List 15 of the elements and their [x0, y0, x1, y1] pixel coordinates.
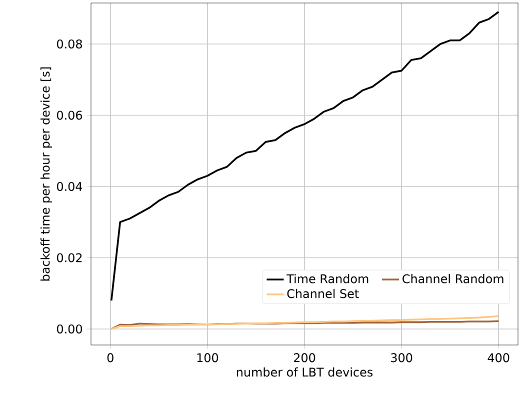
x-tick-label: 400	[488, 353, 510, 362]
y-tick-label: 0.06	[56, 110, 82, 120]
x-tick-label: 300	[391, 353, 412, 362]
y-tick-label: 0.00	[56, 324, 82, 334]
x-tick-label: 200	[294, 353, 316, 362]
x-tick-label: 100	[197, 353, 218, 362]
x-tick-label: 0	[107, 353, 114, 362]
legend-label: Channel Random	[402, 274, 504, 284]
y-tick-label: 0.02	[56, 253, 82, 262]
y-tick-label: 0.04	[56, 182, 82, 191]
legend-label: Time Random	[286, 274, 368, 284]
legend-label: Channel Set	[287, 288, 359, 298]
x-axis-title: number of LBT devices	[236, 367, 373, 377]
y-axis-title: backoff time per hour per device [s]	[40, 67, 52, 281]
y-tick-label: 0.08	[56, 39, 82, 48]
